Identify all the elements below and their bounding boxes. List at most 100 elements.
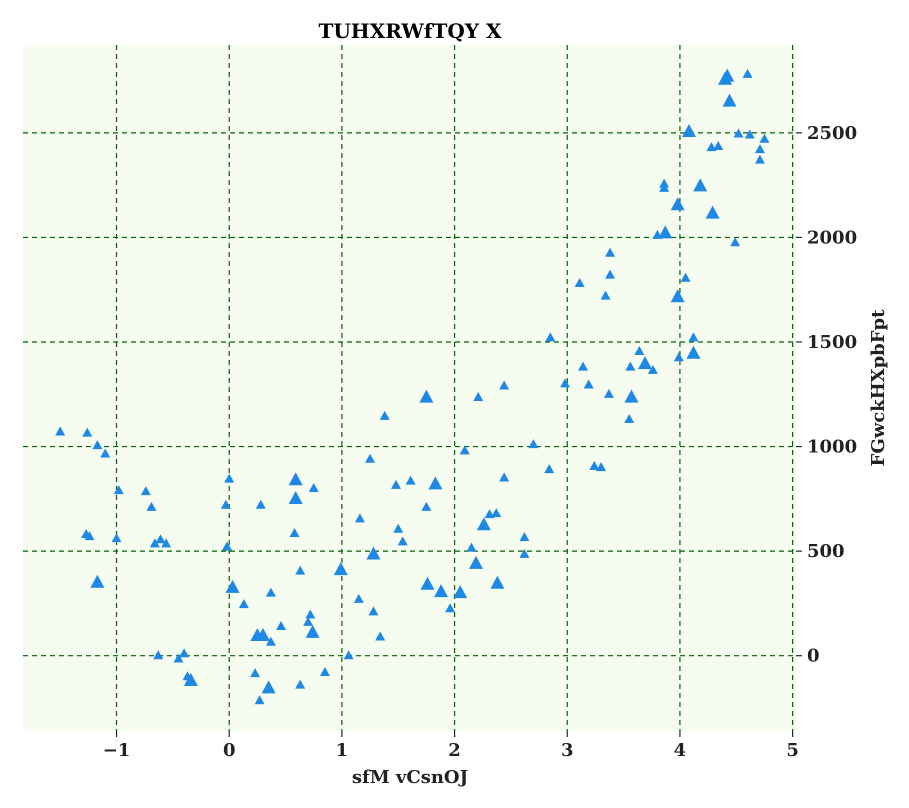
data-point [589, 461, 600, 471]
data-point [544, 464, 555, 474]
data-point [600, 290, 611, 300]
data-point [276, 621, 287, 631]
data-point [428, 476, 443, 490]
data-point [722, 93, 737, 107]
data-point [578, 361, 589, 371]
data-point [445, 603, 456, 613]
x-tick-label: 1 [336, 740, 349, 761]
grid-lines [23, 45, 796, 731]
data-point [638, 356, 653, 370]
data-point [583, 379, 594, 389]
y-tick-label: 1500 [807, 332, 857, 353]
data-point [353, 593, 364, 603]
data-point [255, 499, 266, 509]
data-point [658, 225, 673, 239]
data-point [744, 129, 755, 139]
y-tick-label: 500 [807, 541, 845, 562]
data-point [624, 413, 635, 423]
x-tick-label: 2 [448, 740, 461, 761]
data-point [84, 531, 95, 541]
data-point [113, 485, 124, 495]
data-point [225, 579, 240, 593]
data-point [305, 609, 316, 619]
data-point [368, 606, 379, 616]
data-point [375, 631, 386, 641]
data-point [560, 378, 571, 388]
data-point [354, 513, 365, 523]
x-tick-label: 3 [561, 740, 574, 761]
y-tick-label: 2000 [807, 227, 857, 248]
data-point [366, 546, 381, 560]
data-point [295, 679, 306, 689]
data-point [295, 565, 306, 575]
data-point [92, 440, 103, 450]
data-point [686, 345, 701, 359]
data-point [624, 389, 639, 403]
data-point [519, 548, 530, 558]
data-point [149, 538, 160, 548]
data-point [693, 178, 708, 192]
data-point [183, 673, 198, 687]
data-point [319, 667, 330, 677]
data-point [605, 247, 616, 257]
data-point [673, 352, 684, 362]
data-point [434, 584, 449, 598]
data-point [221, 541, 232, 551]
data-point [754, 144, 765, 154]
data-point [596, 462, 607, 472]
data-point [680, 272, 691, 282]
data-point [681, 123, 696, 137]
data-point [265, 587, 276, 597]
data-point [473, 392, 484, 402]
data-point [605, 269, 616, 279]
data-point [153, 650, 164, 660]
data-point [140, 486, 151, 496]
data-point [519, 532, 530, 542]
data-point [179, 648, 190, 658]
data-point [634, 345, 645, 355]
data-point [453, 585, 468, 599]
data-point [250, 668, 261, 678]
y-tick-label: 0 [807, 646, 820, 667]
x-tick-label: −1 [103, 740, 131, 761]
data-point [688, 332, 699, 342]
data-point [625, 361, 636, 371]
data-point [305, 624, 320, 638]
data-point [365, 453, 376, 463]
data-point [288, 472, 303, 486]
data-point [419, 389, 434, 403]
data-point [261, 680, 276, 694]
data-point [713, 141, 724, 151]
data-point [379, 410, 390, 420]
data-point [659, 182, 670, 192]
data-point [647, 364, 658, 374]
data-point [333, 562, 348, 576]
data-point [466, 542, 477, 552]
data-point [742, 68, 753, 78]
data-point [468, 555, 483, 569]
data-point [265, 636, 276, 646]
data-point [256, 628, 271, 642]
x-tick-label: 0 [223, 740, 236, 761]
y-tick-label: 1000 [807, 437, 857, 458]
data-point [499, 472, 510, 482]
data-point [397, 536, 408, 546]
data-point [390, 479, 401, 489]
data-point [730, 237, 741, 247]
x-axis-label: sfM vCsnOJ [352, 767, 468, 788]
data-point [220, 499, 231, 509]
data-point [420, 576, 435, 590]
data-point [224, 473, 235, 483]
data-point [754, 154, 765, 164]
data-point [393, 523, 404, 533]
data-point [759, 133, 770, 143]
data-point [173, 653, 184, 663]
data-point [720, 68, 735, 82]
data-point [705, 205, 720, 219]
data-point [146, 501, 157, 511]
data-point [670, 289, 685, 303]
data-point [238, 599, 249, 609]
data-point [421, 501, 432, 511]
data-point [459, 445, 470, 455]
data-point [161, 538, 172, 548]
